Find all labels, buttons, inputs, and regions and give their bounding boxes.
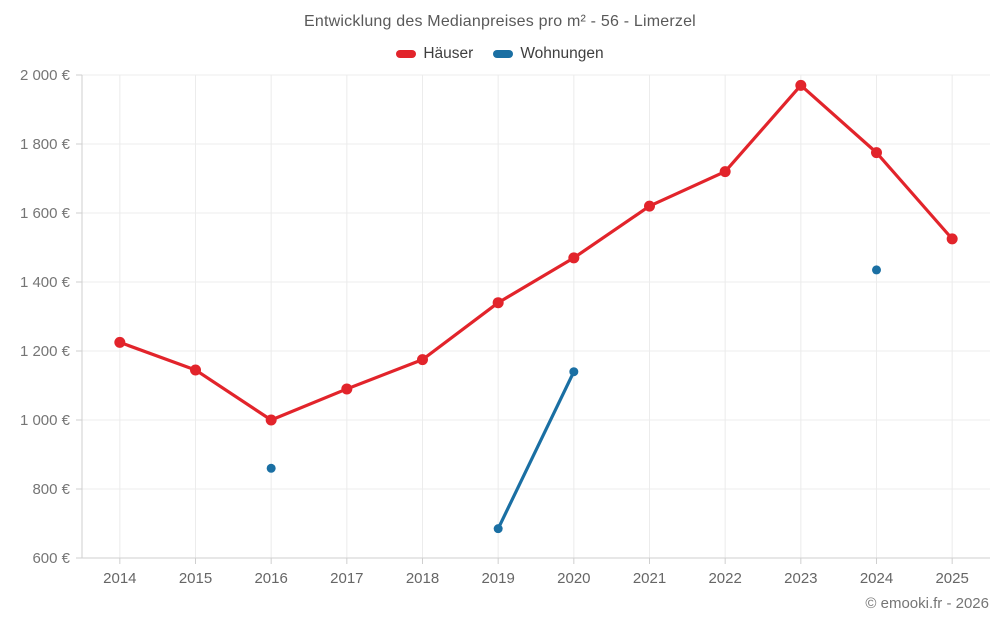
data-point xyxy=(644,200,655,212)
data-point xyxy=(265,414,277,426)
legend-item-wohnungen[interactable]: Wohnungen xyxy=(493,45,604,63)
chart-legend: Häuser Wohnungen xyxy=(0,45,1000,63)
data-point xyxy=(871,147,882,159)
data-point xyxy=(719,166,731,178)
data-point xyxy=(266,463,276,473)
data-point xyxy=(946,233,958,245)
x-axis-tick-label: 2015 xyxy=(179,570,212,587)
x-axis-tick-label: 2021 xyxy=(633,570,666,587)
data-point xyxy=(492,297,504,309)
x-axis-tick-label: 2014 xyxy=(103,570,136,587)
y-axis-tick-label: 1 200 € xyxy=(20,343,71,360)
data-point xyxy=(341,383,353,395)
y-axis-tick-label: 1 000 € xyxy=(20,412,71,429)
data-point xyxy=(795,79,807,91)
copyright-text: © emooki.fr - 2026 xyxy=(865,595,989,612)
y-axis-tick-label: 600 € xyxy=(32,550,70,567)
y-axis-tick-label: 1 600 € xyxy=(20,205,71,222)
data-point xyxy=(493,524,503,534)
legend-label-haeuser: Häuser xyxy=(423,45,474,62)
x-axis-tick-label: 2016 xyxy=(254,570,287,587)
legend-swatch-wohnungen-icon xyxy=(493,50,514,58)
x-axis-tick-label: 2017 xyxy=(330,570,363,587)
x-axis-tick-label: 2023 xyxy=(784,570,817,587)
legend-swatch-haeuser-icon xyxy=(396,50,417,58)
x-axis-tick-label: 2020 xyxy=(557,570,590,587)
series-line xyxy=(496,370,576,531)
x-axis-tick-label: 2025 xyxy=(935,570,968,587)
legend-label-wohnungen: Wohnungen xyxy=(520,45,604,62)
data-point xyxy=(190,364,201,376)
data-point xyxy=(569,367,579,377)
x-axis-tick-label: 2024 xyxy=(860,570,893,587)
chart-title: Entwicklung des Medianpreises pro m² - 5… xyxy=(304,13,696,30)
x-axis-tick-label: 2019 xyxy=(481,570,514,587)
y-axis-tick-label: 1 800 € xyxy=(20,136,71,153)
data-point xyxy=(417,354,428,366)
y-axis-tick-label: 1 400 € xyxy=(20,274,71,291)
data-point xyxy=(568,252,580,264)
data-point xyxy=(114,336,126,348)
series-line xyxy=(118,83,954,422)
x-axis-tick-label: 2018 xyxy=(406,570,439,587)
y-axis-tick-label: 800 € xyxy=(32,481,70,498)
legend-item-haeuser[interactable]: Häuser xyxy=(396,45,473,63)
x-axis-tick-label: 2022 xyxy=(708,570,741,587)
y-axis-tick-label: 2 000 € xyxy=(20,67,71,84)
data-point xyxy=(872,265,881,275)
